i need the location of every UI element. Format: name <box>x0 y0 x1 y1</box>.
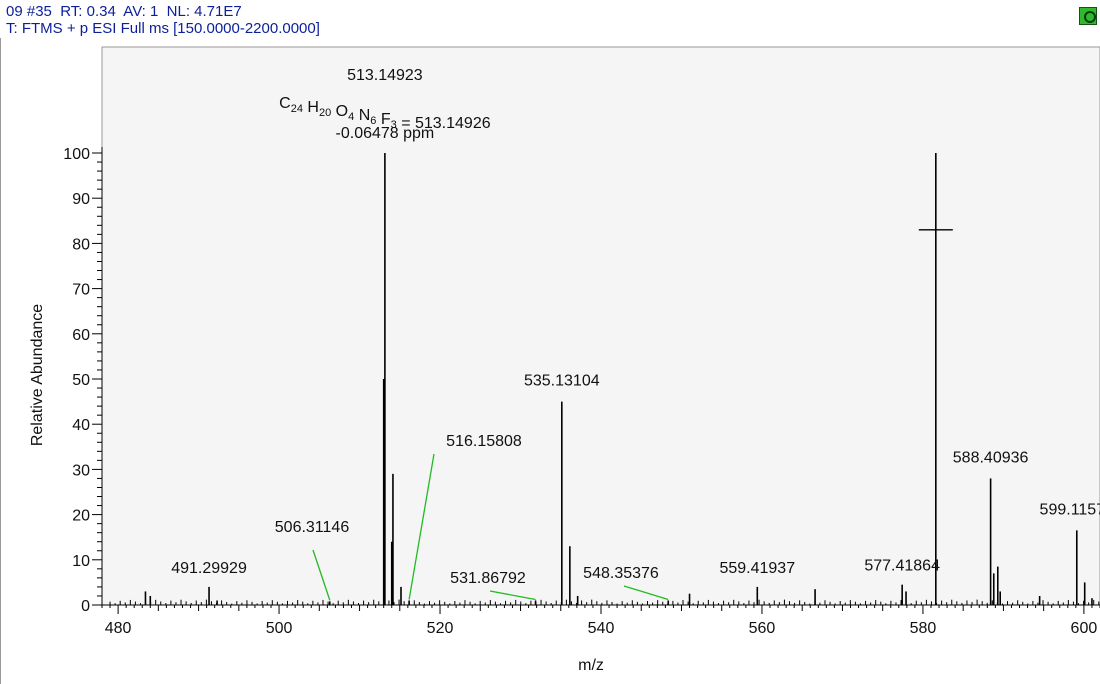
leader-line <box>489 590 536 601</box>
peak-label: 559.41937 <box>719 560 795 577</box>
y-tick-label: 80 <box>72 236 90 253</box>
peak-annotations: 513.14923 C24 H20 O4 N6 F3 = 513.14926-0… <box>171 67 1100 601</box>
peak-label: 599.11572 <box>1040 501 1100 518</box>
x-tick-label: 520 <box>427 620 454 637</box>
y-tick-label: 90 <box>72 191 90 208</box>
y-tick-label: 40 <box>72 417 90 434</box>
x-axis: 480 500 520 540 560 580 600 <box>101 604 1100 637</box>
peak-label: 588.40936 <box>953 449 1029 466</box>
y-tick-label: 10 <box>72 553 90 570</box>
x-axis-label: m/z <box>578 657 604 674</box>
scan-header: 09 #35 RT: 0.34 AV: 1 NL: 4.71E7 <box>6 3 242 20</box>
lock-icon <box>1084 11 1096 23</box>
y-tick-label: 100 <box>63 146 90 163</box>
peak-label: 531.86792 <box>450 570 526 587</box>
y-tick-label: 70 <box>72 282 90 299</box>
x-tick-label: 500 <box>266 620 293 637</box>
x-tick-label: 600 <box>1071 620 1098 637</box>
leader-line <box>408 453 435 600</box>
y-tick-label: 0 <box>81 598 90 615</box>
peak-label: 548.35376 <box>583 565 659 582</box>
x-tick-label: 540 <box>588 620 615 637</box>
peak-label: 491.29929 <box>171 560 247 577</box>
lock-icon-button[interactable] <box>1079 7 1097 25</box>
leader-line <box>623 585 669 601</box>
y-axis: 0 10 20 30 40 50 60 70 80 90 100 <box>63 146 103 615</box>
peak-label: 506.31146 <box>275 519 350 536</box>
peak-label: 535.13104 <box>524 373 600 390</box>
leader-line <box>312 549 331 601</box>
peak-label: 513.14923 <box>347 67 423 84</box>
spectrum-peaks <box>109 153 1100 605</box>
y-tick-label: 30 <box>72 462 90 479</box>
y-tick-label: 50 <box>72 372 90 389</box>
peak-label: C24 H20 O4 N6 F3 = 513.14926 <box>279 95 491 132</box>
peak-label: 516.15808 <box>446 433 522 450</box>
peak-label: 577.41864 <box>864 558 940 575</box>
y-tick-label: 20 <box>72 508 90 525</box>
y-axis-label: Relative Abundance <box>29 304 46 446</box>
x-tick-label: 580 <box>910 620 937 637</box>
plot-background <box>101 46 1100 606</box>
x-tick-label: 560 <box>749 620 776 637</box>
filter-header: T: FTMS + p ESI Full ms [150.0000-2200.0… <box>6 20 320 37</box>
y-tick-label: 60 <box>72 327 90 344</box>
x-tick-label: 480 <box>105 620 132 637</box>
peak-label: -0.06478 ppm <box>336 125 435 142</box>
